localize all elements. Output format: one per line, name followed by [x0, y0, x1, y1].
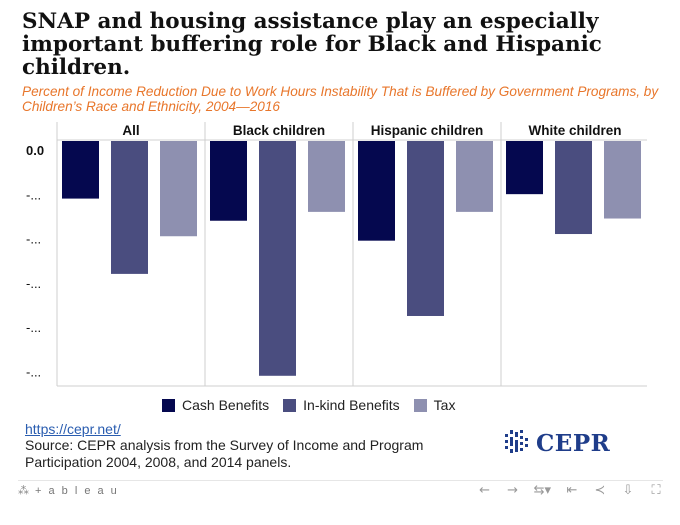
legend-item-inkind[interactable]: In-kind Benefits	[283, 397, 400, 413]
reset-icon[interactable]: ⇤	[566, 483, 578, 498]
y-tick-label: -...	[26, 276, 41, 291]
bar-tax-0[interactable]	[160, 141, 197, 237]
legend-swatch-cash	[162, 398, 175, 412]
fullscreen-icon[interactable]: ⛶	[651, 483, 661, 498]
panel-header: All	[122, 123, 139, 138]
revert-icon[interactable]: ⇆▾	[533, 483, 551, 498]
y-tick-label: 0.0	[26, 143, 44, 158]
legend-label-inkind: In-kind Benefits	[303, 397, 400, 413]
tableau-toolbar: ⁂ + a b l e a u ← → ⇆▾ ⇤ ≺ ⇩ ⛶	[18, 480, 663, 500]
panel-header: White children	[528, 123, 621, 138]
source-link[interactable]: https://cepr.net/	[25, 421, 121, 437]
cepr-logo: CEPR	[502, 428, 610, 458]
legend-item-tax[interactable]: Tax	[413, 397, 456, 413]
legend-swatch-inkind	[283, 398, 297, 412]
toolbar-controls: ← → ⇆▾ ⇤ ≺ ⇩ ⛶	[464, 483, 663, 499]
legend-label-cash: Cash Benefits	[182, 397, 270, 413]
y-tick-label: -...	[26, 365, 41, 380]
cepr-logo-mark	[505, 430, 528, 453]
y-tick-label: -...	[26, 232, 41, 247]
bar-tax-1[interactable]	[308, 141, 345, 212]
tableau-brand[interactable]: ⁂ + a b l e a u	[18, 484, 119, 498]
bar-in-kind-benefits-1[interactable]	[259, 141, 296, 376]
legend-label-tax: Tax	[433, 397, 456, 413]
chart-subtitle: Percent of Income Reduction Due to Work …	[22, 84, 659, 114]
redo-icon[interactable]: →	[507, 483, 519, 498]
bar-cash-benefits-1[interactable]	[210, 141, 247, 221]
bar-cash-benefits-0[interactable]	[62, 141, 99, 199]
download-icon[interactable]: ⇩	[622, 483, 634, 498]
bar-chart: All Black children Hispanic children White …	[26, 122, 647, 387]
legend-item-cash[interactable]: Cash Benefits	[162, 397, 269, 413]
chart-title: SNAP and housing assistance play an espe…	[22, 9, 602, 80]
bar-in-kind-benefits-0[interactable]	[111, 141, 148, 274]
bar-cash-benefits-3[interactable]	[506, 141, 543, 195]
panel-header: Hispanic children	[371, 123, 484, 138]
cepr-logo-text: CEPR	[536, 429, 611, 457]
chart-area: All Black children Hispanic children White …	[0, 118, 680, 398]
source-note: Source: CEPR analysis from the Survey of…	[25, 437, 424, 470]
legend: Cash Benefits In-kind Benefits Tax	[162, 396, 469, 414]
y-tick-label: -...	[26, 320, 41, 335]
share-icon[interactable]: ≺	[594, 483, 606, 498]
tableau-logo-icon: ⁂	[18, 485, 31, 497]
bar-tax-3[interactable]	[604, 141, 641, 219]
bar-tax-2[interactable]	[456, 141, 493, 212]
bar-in-kind-benefits-2[interactable]	[407, 141, 444, 316]
tableau-brand-text: + a b l e a u	[35, 484, 119, 497]
undo-icon[interactable]: ←	[479, 483, 491, 498]
bar-in-kind-benefits-3[interactable]	[555, 141, 592, 235]
y-tick-label: -...	[26, 187, 41, 202]
bar-cash-benefits-2[interactable]	[358, 141, 395, 241]
panel-header: Black children	[233, 123, 325, 138]
legend-swatch-tax	[413, 398, 427, 412]
